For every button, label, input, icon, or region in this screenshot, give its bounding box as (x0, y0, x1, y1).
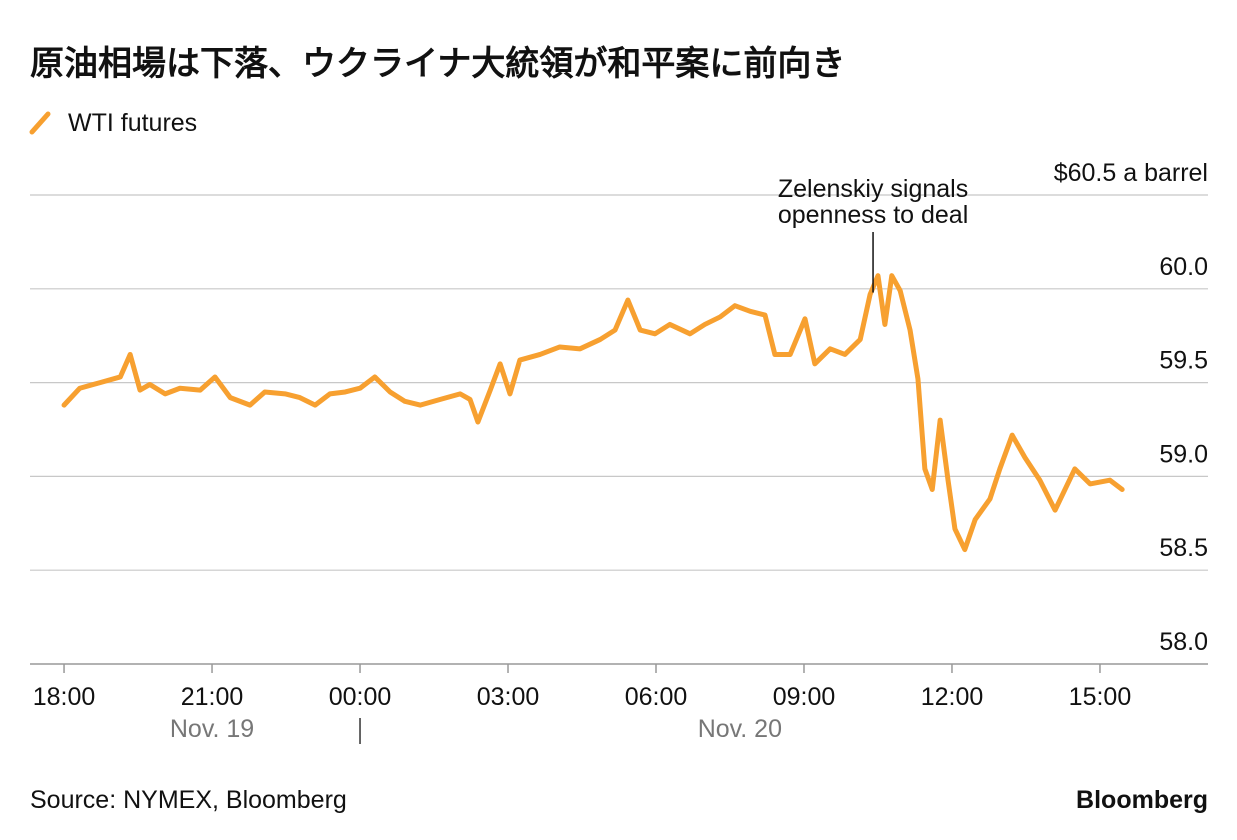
x-tick-label: 12:00 (921, 683, 984, 711)
x-tick-label: 18:00 (33, 683, 96, 711)
y-tick-label: 58.5 (1159, 534, 1208, 562)
annotation-text: Zelenskiy signals (778, 175, 968, 203)
x-tick-label: 21:00 (181, 683, 244, 711)
x-tick-label: 06:00 (625, 683, 688, 711)
chart-title: 原油相場は下落、ウクライナ大統領が和平案に前向き (30, 44, 845, 83)
y-tick-label: 59.5 (1159, 347, 1208, 375)
y-tick-label: 58.0 (1159, 628, 1208, 656)
day-label: Nov. 19 (170, 715, 254, 743)
day-label: Nov. 20 (698, 715, 782, 743)
source: Source: NYMEX, Bloomberg (30, 786, 347, 814)
brand: Bloomberg (1076, 786, 1208, 814)
legend-swatch (29, 111, 51, 135)
annotation-text: openness to deal (778, 201, 968, 229)
x-tick-label: 15:00 (1069, 683, 1132, 711)
x-tick-label: 00:00 (329, 683, 392, 711)
y-tick-label: $60.5 a barrel (1054, 159, 1208, 187)
y-tick-label: 59.0 (1159, 440, 1208, 468)
price-line (61, 273, 1125, 553)
x-tick-label: 09:00 (773, 683, 836, 711)
x-tick-label: 03:00 (477, 683, 540, 711)
legend-label: WTI futures (68, 109, 197, 137)
y-tick-label: 60.0 (1159, 253, 1208, 281)
